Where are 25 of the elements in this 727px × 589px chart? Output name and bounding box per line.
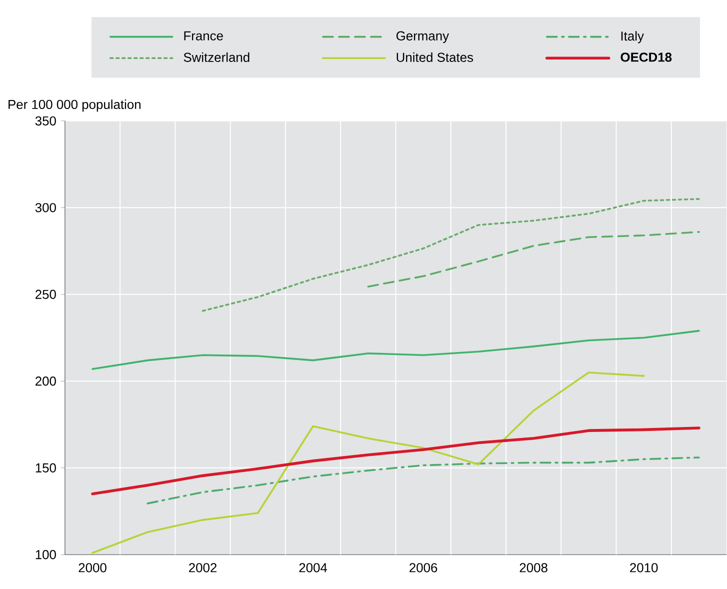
x-tick-label: 2008 xyxy=(520,563,548,572)
y-tick-label: 300 xyxy=(35,203,56,212)
x-tick-label: 2004 xyxy=(299,563,328,572)
x-tick-label: 2010 xyxy=(630,563,658,572)
x-tick-label: 2002 xyxy=(189,563,217,572)
y-axis-title: Per 100 000 population xyxy=(8,100,140,112)
line-series xyxy=(92,372,645,554)
legend-label: Italy xyxy=(621,31,644,44)
legend-label: France xyxy=(184,32,223,41)
y-tick-label: 350 xyxy=(35,116,56,126)
y-tick-label: 250 xyxy=(36,290,56,300)
legend-label: United States xyxy=(396,52,474,62)
line-series xyxy=(202,198,700,312)
x-tick-label: 2006 xyxy=(410,563,438,572)
line-series xyxy=(146,456,700,505)
x-tick-label: 2000 xyxy=(78,563,106,572)
legend-label: OECD18 xyxy=(620,52,672,62)
line-series xyxy=(367,231,700,288)
line-series xyxy=(92,330,700,370)
y-tick-label: 200 xyxy=(36,376,56,386)
y-tick-label: 150 xyxy=(36,463,56,473)
line-series xyxy=(91,426,700,496)
legend-label: Germany xyxy=(396,32,450,44)
y-tick-label: 100 xyxy=(36,550,56,560)
legend-label: Switzerland xyxy=(184,52,250,62)
